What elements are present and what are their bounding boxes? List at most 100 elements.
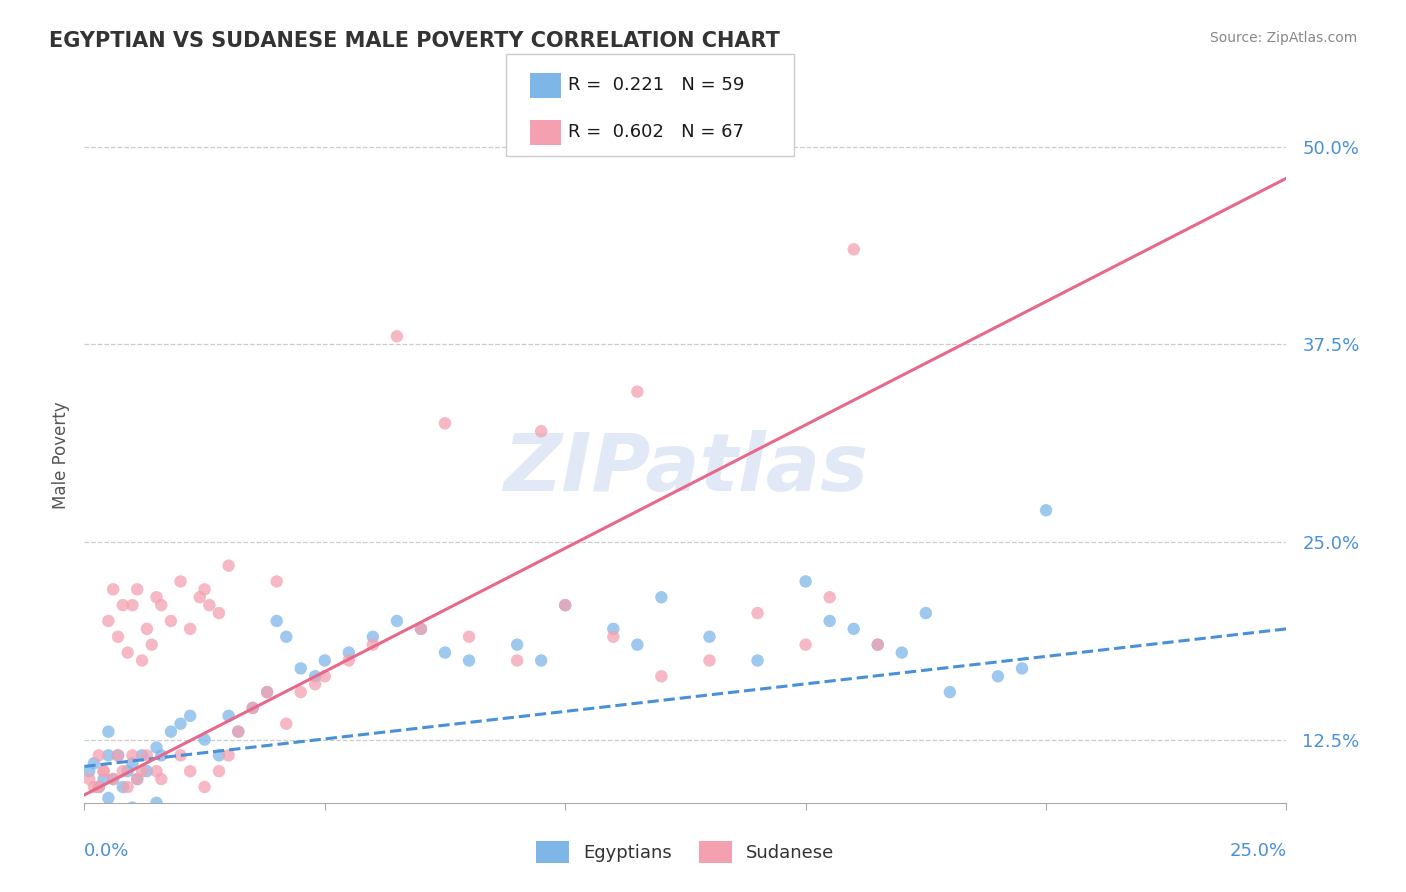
Point bbox=[218, 558, 240, 573]
Point bbox=[626, 384, 648, 399]
Point bbox=[179, 622, 201, 636]
Point bbox=[127, 772, 149, 786]
Point bbox=[150, 598, 173, 612]
Text: EGYPTIAN VS SUDANESE MALE POVERTY CORRELATION CHART: EGYPTIAN VS SUDANESE MALE POVERTY CORREL… bbox=[49, 31, 780, 51]
Point bbox=[699, 630, 721, 644]
Point bbox=[145, 591, 167, 605]
Point bbox=[866, 638, 889, 652]
Point bbox=[337, 653, 360, 667]
Point bbox=[87, 780, 110, 794]
Point bbox=[939, 685, 962, 699]
Point bbox=[93, 764, 115, 779]
Point bbox=[208, 764, 231, 779]
Point bbox=[87, 780, 110, 794]
Point bbox=[987, 669, 1010, 683]
Point bbox=[242, 701, 264, 715]
Point bbox=[111, 764, 134, 779]
Text: 0.0%: 0.0% bbox=[84, 842, 129, 860]
Point bbox=[194, 732, 217, 747]
Point bbox=[602, 630, 624, 644]
Point bbox=[103, 772, 125, 786]
Text: R =  0.602   N = 67: R = 0.602 N = 67 bbox=[568, 123, 744, 141]
Point bbox=[530, 653, 553, 667]
Point bbox=[179, 764, 201, 779]
Point bbox=[337, 646, 360, 660]
Point bbox=[160, 614, 183, 628]
Point bbox=[747, 606, 769, 620]
Point bbox=[117, 764, 139, 779]
Point bbox=[145, 764, 167, 779]
Point bbox=[266, 574, 288, 589]
Point bbox=[385, 614, 408, 628]
Point bbox=[290, 685, 312, 699]
Point bbox=[842, 243, 865, 257]
Point bbox=[83, 780, 105, 794]
Point bbox=[131, 748, 153, 763]
Point bbox=[135, 748, 157, 763]
Point bbox=[314, 669, 336, 683]
Point bbox=[699, 653, 721, 667]
Point bbox=[276, 716, 298, 731]
Point bbox=[127, 772, 149, 786]
Point bbox=[361, 630, 384, 644]
Point bbox=[111, 780, 134, 794]
Point bbox=[117, 780, 139, 794]
Point bbox=[93, 764, 115, 779]
Point bbox=[117, 646, 139, 660]
Point bbox=[127, 582, 149, 597]
Point bbox=[256, 685, 278, 699]
Point bbox=[97, 748, 120, 763]
Point bbox=[150, 772, 173, 786]
Legend: Egyptians, Sudanese: Egyptians, Sudanese bbox=[529, 834, 842, 871]
Text: 25.0%: 25.0% bbox=[1229, 842, 1286, 860]
Point bbox=[242, 701, 264, 715]
Text: R =  0.221   N = 59: R = 0.221 N = 59 bbox=[568, 76, 744, 95]
Point bbox=[83, 756, 105, 771]
Point bbox=[602, 622, 624, 636]
Point bbox=[361, 638, 384, 652]
Point bbox=[409, 622, 432, 636]
Point bbox=[188, 591, 211, 605]
Point bbox=[434, 417, 457, 431]
Text: ZIPatlas: ZIPatlas bbox=[503, 430, 868, 508]
Point bbox=[794, 638, 817, 652]
Point bbox=[530, 424, 553, 438]
Point bbox=[121, 800, 143, 814]
Point bbox=[226, 724, 249, 739]
Point bbox=[77, 764, 100, 779]
Point bbox=[107, 630, 129, 644]
Point bbox=[304, 677, 326, 691]
Point bbox=[135, 622, 157, 636]
Point bbox=[77, 772, 100, 786]
Point bbox=[458, 653, 481, 667]
Point bbox=[290, 661, 312, 675]
Point bbox=[226, 724, 249, 739]
Point bbox=[194, 780, 217, 794]
Point bbox=[626, 638, 648, 652]
Point bbox=[554, 598, 576, 612]
Point bbox=[506, 638, 529, 652]
Point bbox=[169, 716, 191, 731]
Point bbox=[276, 630, 298, 644]
Point bbox=[107, 748, 129, 763]
Point bbox=[218, 748, 240, 763]
Point bbox=[194, 806, 217, 821]
Point bbox=[650, 669, 672, 683]
Point bbox=[160, 724, 183, 739]
Point bbox=[208, 748, 231, 763]
Point bbox=[506, 653, 529, 667]
Point bbox=[169, 748, 191, 763]
Point bbox=[97, 724, 120, 739]
Point bbox=[103, 772, 125, 786]
Point bbox=[314, 653, 336, 667]
Point bbox=[97, 614, 120, 628]
Point bbox=[818, 591, 841, 605]
Point bbox=[266, 614, 288, 628]
Point bbox=[198, 598, 221, 612]
Point bbox=[890, 646, 912, 660]
Point bbox=[1011, 661, 1033, 675]
Point bbox=[915, 606, 938, 620]
Point bbox=[135, 764, 157, 779]
Point bbox=[93, 772, 115, 786]
Point bbox=[145, 740, 167, 755]
